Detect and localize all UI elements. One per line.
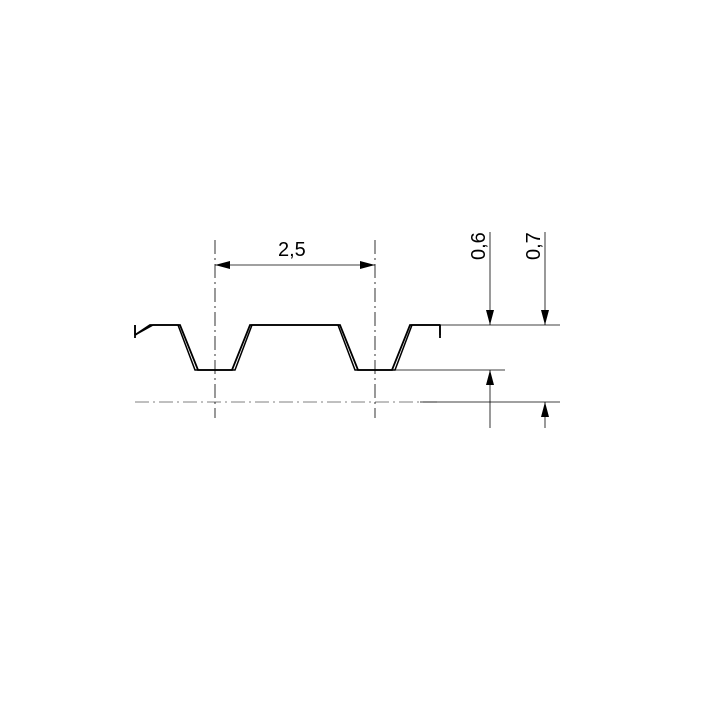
arrowhead-height-bottom — [541, 402, 549, 417]
belt-profile-diagram: 2,5 0,6 0,7 — [0, 0, 724, 724]
arrowhead-left — [215, 261, 230, 269]
arrowhead-right — [360, 261, 375, 269]
dim-depth-label: 0,6 — [468, 232, 490, 260]
dim-height-label: 0,7 — [523, 232, 545, 260]
arrowhead-depth-top — [486, 310, 494, 325]
arrowhead-depth-bottom — [486, 370, 494, 385]
arrowhead-height-top — [541, 310, 549, 325]
dim-pitch-label: 2,5 — [278, 239, 306, 261]
